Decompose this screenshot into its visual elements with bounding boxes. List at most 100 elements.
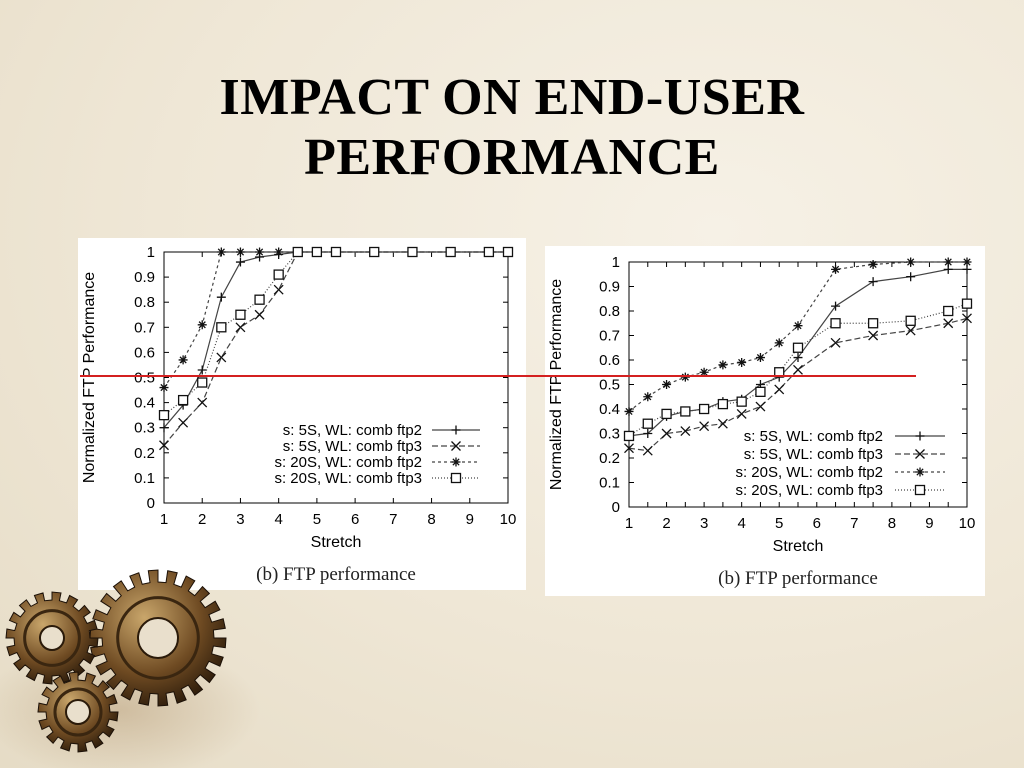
data-point xyxy=(502,246,514,258)
y-tick-label: 0.4 xyxy=(134,395,155,412)
legend-marker xyxy=(451,441,461,451)
data-point xyxy=(235,322,246,333)
data-point xyxy=(699,421,710,432)
data-point xyxy=(793,364,803,375)
data-point xyxy=(254,294,265,305)
data-point xyxy=(830,318,841,329)
data-point xyxy=(717,418,728,429)
x-axis-label: Stretch xyxy=(311,534,362,551)
red-annotation-line xyxy=(80,375,916,377)
series-1 xyxy=(159,247,513,433)
data-point xyxy=(159,383,169,393)
x-tick-label: 8 xyxy=(888,515,896,532)
y-tick-label: 0 xyxy=(147,495,155,512)
data-point xyxy=(216,322,227,333)
legend-marker xyxy=(915,431,925,441)
x-tick-label: 4 xyxy=(274,511,282,528)
data-point xyxy=(755,401,766,412)
data-point xyxy=(177,394,189,406)
chart-panel-right: 0 0.1 0.2 0.3 0.4 0.5 0.6 0.7 0.8 0.9 1 1 2 3 4 5 6 7 8 9 10… xyxy=(545,246,985,596)
x-tick-label: 8 xyxy=(427,511,435,528)
data-point xyxy=(197,397,208,408)
data-point xyxy=(642,418,653,429)
legend-entry: s: 20S, WL: comb ftp3 xyxy=(735,482,883,499)
y-tick-label: 0.2 xyxy=(599,450,620,467)
data-point xyxy=(755,353,765,363)
data-point xyxy=(962,257,972,267)
data-point xyxy=(680,426,691,437)
series-4 xyxy=(158,246,514,421)
legend-marker xyxy=(915,467,925,477)
data-point xyxy=(661,428,672,439)
y-tick-label: 0.7 xyxy=(134,319,155,336)
legend-entry: s: 5S, WL: comb ftp3 xyxy=(744,446,883,463)
chart-left: 0 0.1 0.2 0.3 0.4 0.5 0.6 0.7 0.8 0.9 1 1 2 3 4 5 6 7 8 9 10… xyxy=(81,244,517,585)
data-point xyxy=(793,321,803,331)
data-point xyxy=(906,272,916,282)
slide-title-line1: IMPACT ON END-USER xyxy=(219,69,805,126)
data-point xyxy=(698,403,710,415)
data-point xyxy=(831,301,841,311)
series-line xyxy=(628,261,967,412)
x-tick-label: 1 xyxy=(160,511,168,528)
data-point xyxy=(407,246,418,258)
legend-entry: s: 20S, WL: comb ftp3 xyxy=(274,470,422,487)
data-point xyxy=(643,429,653,438)
data-point xyxy=(273,269,284,280)
data-point xyxy=(905,325,916,336)
x-tick-label: 7 xyxy=(389,511,397,528)
data-point xyxy=(774,338,784,348)
data-point xyxy=(254,309,265,320)
x-tick-label: 10 xyxy=(959,515,976,532)
data-point xyxy=(273,284,284,295)
series-3 xyxy=(624,257,972,416)
legend-marker xyxy=(915,449,925,459)
data-point xyxy=(159,423,169,433)
data-point xyxy=(216,292,226,302)
legend-marker xyxy=(450,472,462,484)
y-tick-label: 0.5 xyxy=(599,377,620,394)
data-point xyxy=(943,257,953,267)
x-tick-label: 1 xyxy=(625,515,633,532)
y-tick-label: 0.8 xyxy=(134,294,155,311)
data-point xyxy=(216,247,226,257)
data-point xyxy=(868,330,879,341)
x-axis-label: Stretch xyxy=(773,538,824,555)
data-point xyxy=(943,318,954,329)
data-point xyxy=(868,259,878,269)
y-tick-label: 1 xyxy=(147,244,155,261)
chart-caption: (b) FTP performance xyxy=(718,568,878,589)
x-tick-label: 6 xyxy=(813,515,821,532)
y-tick-label: 0.7 xyxy=(599,328,620,345)
x-tick-label: 2 xyxy=(662,515,670,532)
series-2 xyxy=(159,247,513,451)
legend-marker xyxy=(914,484,926,496)
gear-medium xyxy=(5,591,99,685)
legend-entry: s: 20S, WL: comb ftp2 xyxy=(735,464,883,481)
data-point xyxy=(831,264,841,274)
slide-title-line2: PERFORMANCE xyxy=(304,129,720,186)
data-point xyxy=(718,360,728,370)
y-tick-label: 0.2 xyxy=(134,445,155,462)
data-point xyxy=(159,440,169,451)
series-2 xyxy=(624,313,972,456)
data-point xyxy=(830,337,841,348)
data-point xyxy=(642,445,653,456)
data-point xyxy=(330,246,342,258)
data-point xyxy=(197,365,207,375)
y-tick-label: 0.4 xyxy=(599,401,620,418)
x-tick-label: 3 xyxy=(700,515,708,532)
data-point xyxy=(197,320,207,330)
data-point xyxy=(235,247,245,257)
series-line xyxy=(163,251,508,429)
data-point xyxy=(369,246,380,258)
x-tick-label: 3 xyxy=(236,511,244,528)
series-3 xyxy=(159,247,513,393)
y-axis-label: Normalized FTP Performance xyxy=(81,272,98,483)
x-tick-label: 10 xyxy=(500,511,517,528)
data-point xyxy=(311,246,323,258)
legend-entry: s: 20S, WL: comb ftp2 xyxy=(274,454,422,471)
legend-marker xyxy=(451,457,461,467)
data-point xyxy=(717,398,729,410)
